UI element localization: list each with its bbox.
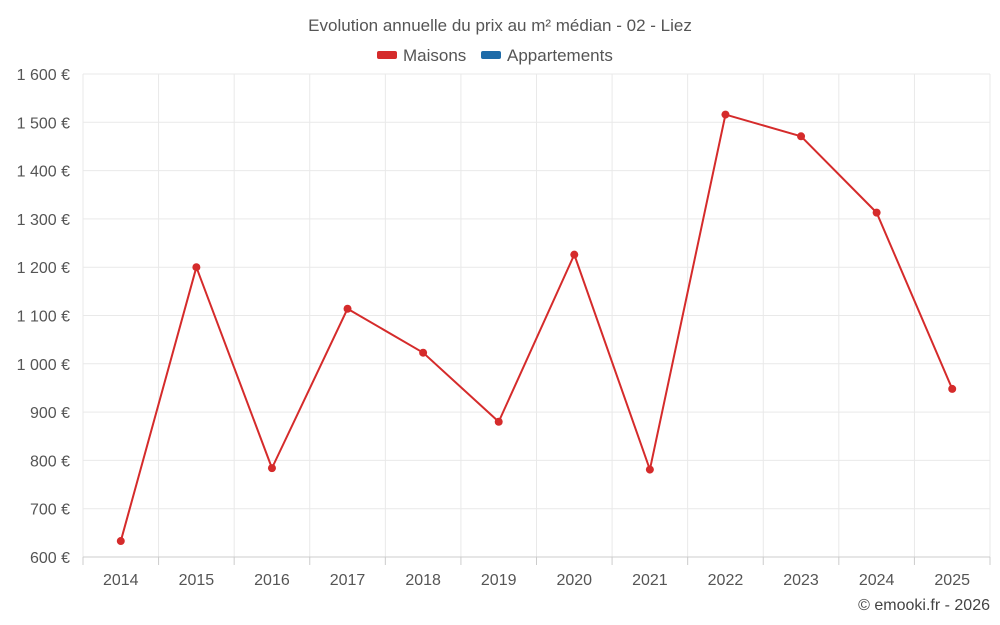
y-tick-label: 1 600 €: [17, 67, 70, 84]
data-point-maisons[interactable]: [116, 537, 125, 546]
data-point-maisons[interactable]: [267, 464, 276, 473]
x-tick-label: 2025: [934, 572, 970, 589]
y-tick-label: 800 €: [30, 453, 70, 470]
x-tick-label: 2017: [330, 572, 366, 589]
x-tick-label: 2021: [632, 572, 668, 589]
data-point-maisons[interactable]: [570, 250, 579, 259]
data-point-maisons[interactable]: [494, 417, 503, 426]
y-tick-label: 1 300 €: [17, 212, 70, 229]
series-layer: [116, 110, 957, 546]
x-gridlines: [82, 74, 991, 557]
data-point-maisons[interactable]: [797, 132, 806, 141]
x-tick-label: 2023: [783, 572, 819, 589]
axis-lines: [82, 556, 991, 565]
x-axis-ticks: 2014 2015 2016 2017 2018 2019 2020 2021 2022 2023…: [103, 572, 970, 589]
legend: Maisons Appartements: [377, 46, 613, 65]
chart-title: Evolution annuelle du prix au m² médian …: [308, 16, 692, 35]
y-tick-label: 1 400 €: [17, 164, 70, 181]
legend-swatch-appartements: [481, 51, 501, 59]
y-tick-label: 1 200 €: [17, 260, 70, 277]
y-tick-label: 1 000 €: [17, 357, 70, 374]
y-tick-label: 1 500 €: [17, 115, 70, 132]
x-tick-label: 2022: [708, 572, 744, 589]
legend-item-maisons[interactable]: Maisons: [377, 46, 466, 65]
x-tick-label: 2016: [254, 572, 290, 589]
data-point-maisons[interactable]: [419, 348, 428, 357]
data-point-maisons[interactable]: [645, 465, 654, 474]
x-tick-label: 2014: [103, 572, 139, 589]
y-tick-label: 1 100 €: [17, 309, 70, 326]
data-point-maisons[interactable]: [721, 110, 730, 119]
series-line-maisons: [119, 113, 954, 542]
y-tick-label: 700 €: [30, 502, 70, 519]
legend-item-appartements[interactable]: Appartements: [481, 46, 613, 65]
y-tick-label: 600 €: [30, 550, 70, 567]
data-point-maisons[interactable]: [192, 263, 201, 272]
x-tick-label: 2018: [405, 572, 441, 589]
y-axis-ticks: 600 € 700 € 800 € 900 € 1 000 € 1 100 € 1 200 …: [17, 67, 70, 567]
credits: © emooki.fr - 2026: [858, 597, 990, 614]
legend-swatch-maisons: [377, 51, 397, 59]
x-tick-label: 2015: [179, 572, 215, 589]
legend-label-appartements: Appartements: [507, 46, 613, 65]
data-point-maisons[interactable]: [948, 384, 957, 393]
legend-label-maisons: Maisons: [403, 46, 466, 65]
y-tick-label: 900 €: [30, 405, 70, 422]
x-tick-label: 2024: [859, 572, 895, 589]
x-tick-label: 2019: [481, 572, 517, 589]
data-point-maisons[interactable]: [343, 304, 352, 313]
x-tick-label: 2020: [556, 572, 592, 589]
data-point-maisons[interactable]: [872, 208, 881, 217]
